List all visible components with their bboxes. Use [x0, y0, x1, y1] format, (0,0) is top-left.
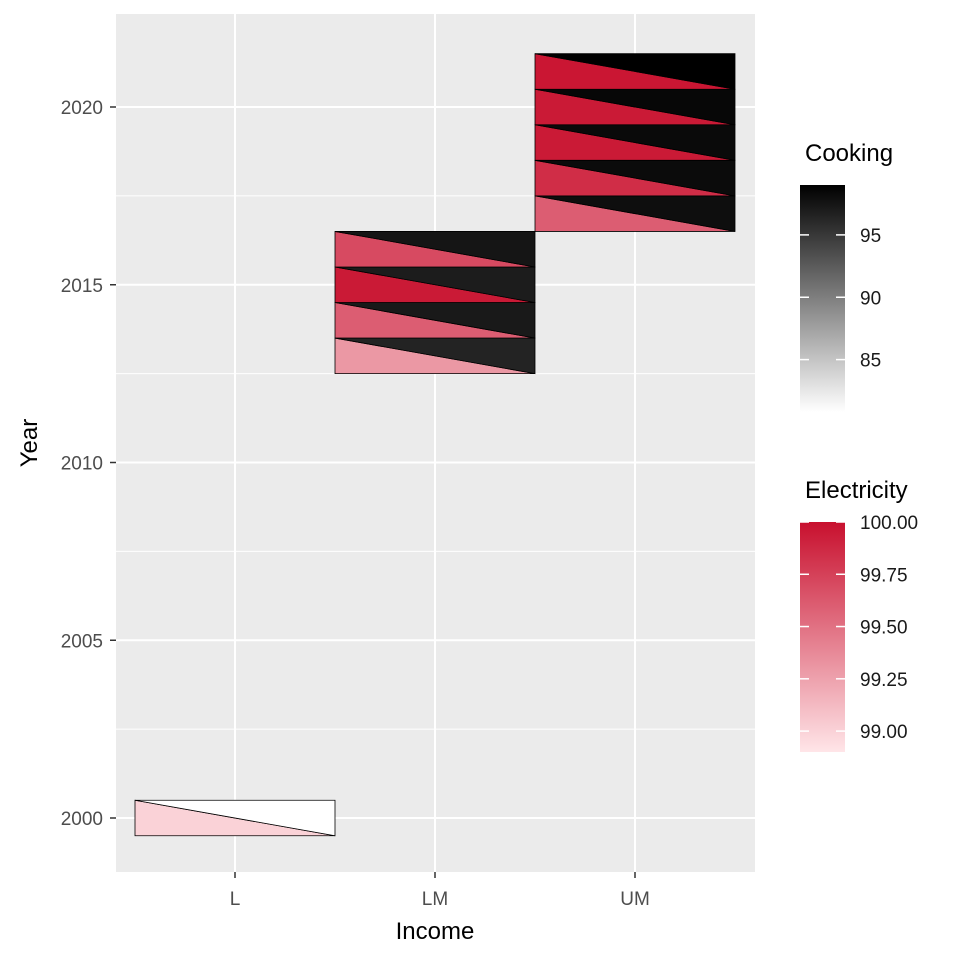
heatmap-cell	[334, 337, 536, 375]
legend-tick-label: 85	[860, 351, 881, 372]
legend-tick-label: 90	[860, 288, 881, 309]
legend-tick-label: 99.50	[860, 618, 908, 639]
y-tick-label: 2010	[61, 454, 103, 475]
heatmap-cell	[134, 799, 336, 837]
heatmap-tiles	[134, 53, 736, 837]
y-axis-title: Year	[16, 419, 43, 468]
legend-cooking-colorbar	[800, 185, 845, 412]
grid-lines	[116, 14, 755, 872]
y-tick-label: 2015	[61, 276, 103, 297]
x-axis-title: Income	[396, 918, 475, 945]
cooking-triangle	[134, 799, 336, 837]
legend-electricity-colorbar	[800, 522, 845, 752]
heatmap-cell	[334, 266, 536, 304]
heatmap-cell	[334, 302, 536, 339]
y-tick-label: 2005	[61, 631, 103, 652]
legend-tick-label: 95	[860, 226, 881, 247]
x-tick-label: L	[230, 889, 241, 910]
heatmap-cell	[534, 159, 736, 197]
legend-electricity-title: Electricity	[805, 477, 908, 504]
cooking-triangle	[534, 53, 736, 90]
heatmap-cell	[334, 230, 536, 268]
heatmap-cell	[534, 53, 736, 90]
heatmap-cell	[534, 124, 736, 161]
legend-tick-label: 99.25	[860, 670, 908, 691]
legend-cooking-title: Cooking	[805, 140, 893, 167]
legend-tick-label: 99.75	[860, 565, 908, 586]
heatmap-cell	[534, 195, 736, 232]
legend-electricity: Electricity 99.00 99.25 99.50 99.75 100.00	[800, 477, 918, 752]
x-tick-label: UM	[620, 889, 650, 910]
cooking-triangle	[334, 231, 536, 268]
x-axis: L LM UM	[230, 872, 650, 910]
y-axis: 2000 2005 2010 2015 2020	[61, 98, 116, 830]
y-tick-label: 2020	[61, 98, 103, 119]
legend-tick-label: 99.00	[860, 722, 908, 743]
legend-tick-label: 100.00	[860, 513, 918, 534]
x-tick-label: LM	[422, 889, 448, 910]
legend-cooking: Cooking 85 90 95	[800, 140, 893, 412]
heatmap-cell	[534, 88, 736, 126]
y-tick-label: 2000	[61, 809, 103, 830]
